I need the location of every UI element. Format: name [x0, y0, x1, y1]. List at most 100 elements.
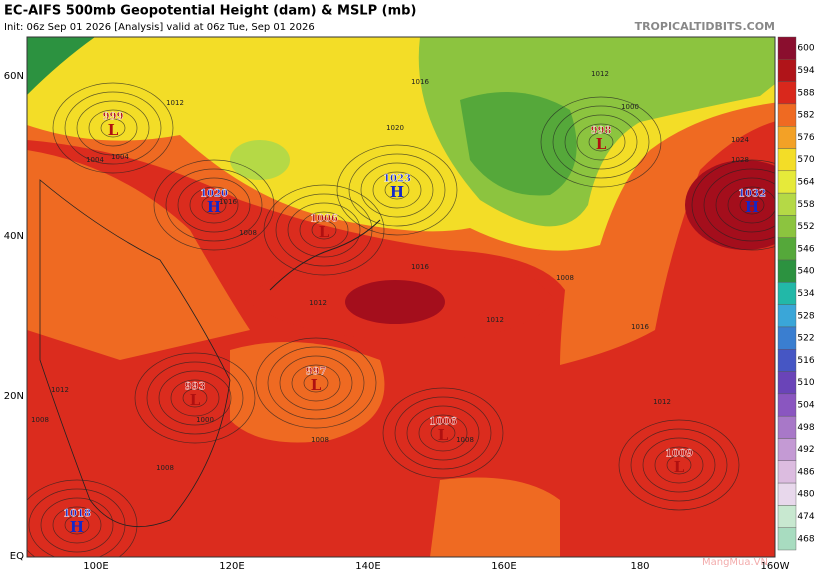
isobars: 1016101210081004101610201012100810001016… [27, 70, 775, 557]
isobar [384, 180, 410, 200]
colorbar-label: 516 [797, 356, 814, 366]
center-letter: L [674, 458, 685, 476]
colorbar-label: 570 [797, 155, 814, 165]
isobar [40, 497, 114, 553]
colorbar-label: 582 [797, 111, 814, 121]
colorbar-swatch [777, 349, 797, 372]
isobar [739, 195, 765, 215]
isobar [618, 419, 740, 511]
isobar [64, 515, 90, 535]
colorbar-label: 528 [797, 311, 814, 321]
field-558 [230, 140, 290, 180]
isobar [703, 168, 775, 242]
isobar-label: 1008 [556, 274, 574, 282]
map-title: EC-AIFS 500mb Geopotential Height (dam) … [4, 4, 416, 19]
isobar [170, 379, 220, 417]
center-pressure: 1018 [63, 509, 91, 520]
colorbar-label: 564 [797, 177, 814, 187]
lon-label: 160W [761, 561, 790, 572]
isobar-label: 1012 [309, 299, 327, 307]
center-letter: L [108, 121, 119, 139]
colorbar-swatch [777, 393, 797, 417]
center-pressure: 1009 [665, 449, 693, 460]
isobar-label: 1012 [653, 398, 671, 406]
center-pressure: 998 [591, 126, 612, 137]
isobar-label: 1008 [239, 229, 257, 237]
isobar [255, 337, 377, 429]
isobar [28, 488, 126, 557]
isobar [360, 162, 434, 218]
isobar [430, 423, 456, 443]
colorbar-label: 504 [797, 401, 814, 411]
isobar-label: 1008 [156, 464, 174, 472]
isobar [299, 211, 349, 249]
field-582 [230, 342, 385, 443]
isobar-label: 1000 [196, 416, 214, 424]
center-letter: L [438, 426, 449, 444]
pressure-centers: 999L1020H1023H1006L998L1032H993L997L1006… [63, 111, 766, 536]
isobar [311, 220, 337, 240]
center-letter: H [745, 198, 759, 216]
lat-label: EQ [10, 551, 24, 562]
center-letter: L [190, 391, 201, 409]
isobar [201, 195, 227, 215]
field-540 [27, 37, 95, 95]
map-subtitle: Init: 06z Sep 01 2026 [Analysis] valid a… [4, 22, 315, 33]
center-pressure: 993 [185, 382, 206, 393]
center-pressure: 1032 [738, 189, 766, 200]
lon-label: 120E [219, 561, 244, 572]
isobar [394, 396, 492, 470]
colorbar-label: 510 [797, 378, 814, 388]
isobar [630, 428, 728, 502]
isobar [715, 177, 775, 233]
isobar-label: 1016 [411, 263, 429, 271]
center-pressure: 1006 [310, 214, 338, 225]
center-pressure: 997 [306, 367, 327, 378]
isobar [576, 123, 626, 161]
isobar [76, 100, 150, 156]
isobar-label: 1028 [731, 156, 749, 164]
isobar-label: 1012 [166, 99, 184, 107]
colorbar-label: 540 [797, 267, 814, 277]
lon-label: 160E [491, 561, 516, 572]
colorbar-swatch [777, 237, 797, 261]
colorbar-label: 480 [797, 490, 814, 500]
center-pressure: 1006 [429, 417, 457, 428]
isobar [588, 132, 614, 152]
colorbar-swatch [777, 505, 797, 528]
isobar-label: 1004 [86, 156, 104, 164]
isobar [52, 82, 174, 174]
isobar [382, 387, 504, 479]
isobar [303, 373, 329, 393]
isobar [727, 186, 775, 224]
isobar-label: 1000 [621, 103, 639, 111]
map-frame [26, 36, 776, 558]
colorbar-swatch [777, 304, 797, 328]
colorbar-label: 552 [797, 222, 814, 232]
colorbar-swatch [777, 126, 797, 149]
colorbar-label: 576 [797, 133, 814, 143]
coastline [39, 179, 231, 527]
isobar [654, 446, 704, 484]
isobar [158, 370, 232, 426]
colorbar-swatch [777, 103, 797, 127]
lat-label: 40N [4, 231, 24, 242]
colorbar-swatch [777, 371, 797, 395]
colorbar-swatch [777, 215, 797, 238]
colorbar-swatch [777, 282, 797, 305]
isobar-label: 1024 [731, 136, 749, 144]
isobar [287, 202, 361, 258]
isobar [642, 437, 716, 493]
isobar [348, 153, 446, 227]
isobar [52, 506, 102, 544]
field-582 [27, 150, 250, 360]
lon-label: 140E [355, 561, 380, 572]
colorbar-label: 492 [797, 445, 814, 455]
colorbar-label: 534 [797, 289, 814, 299]
isobar-label: 1020 [386, 124, 404, 132]
colorbar-swatch [777, 460, 797, 484]
center-letter: L [311, 376, 322, 394]
isobar-label: 1016 [631, 323, 649, 331]
center-letter: L [596, 135, 607, 153]
isobar [691, 159, 775, 251]
